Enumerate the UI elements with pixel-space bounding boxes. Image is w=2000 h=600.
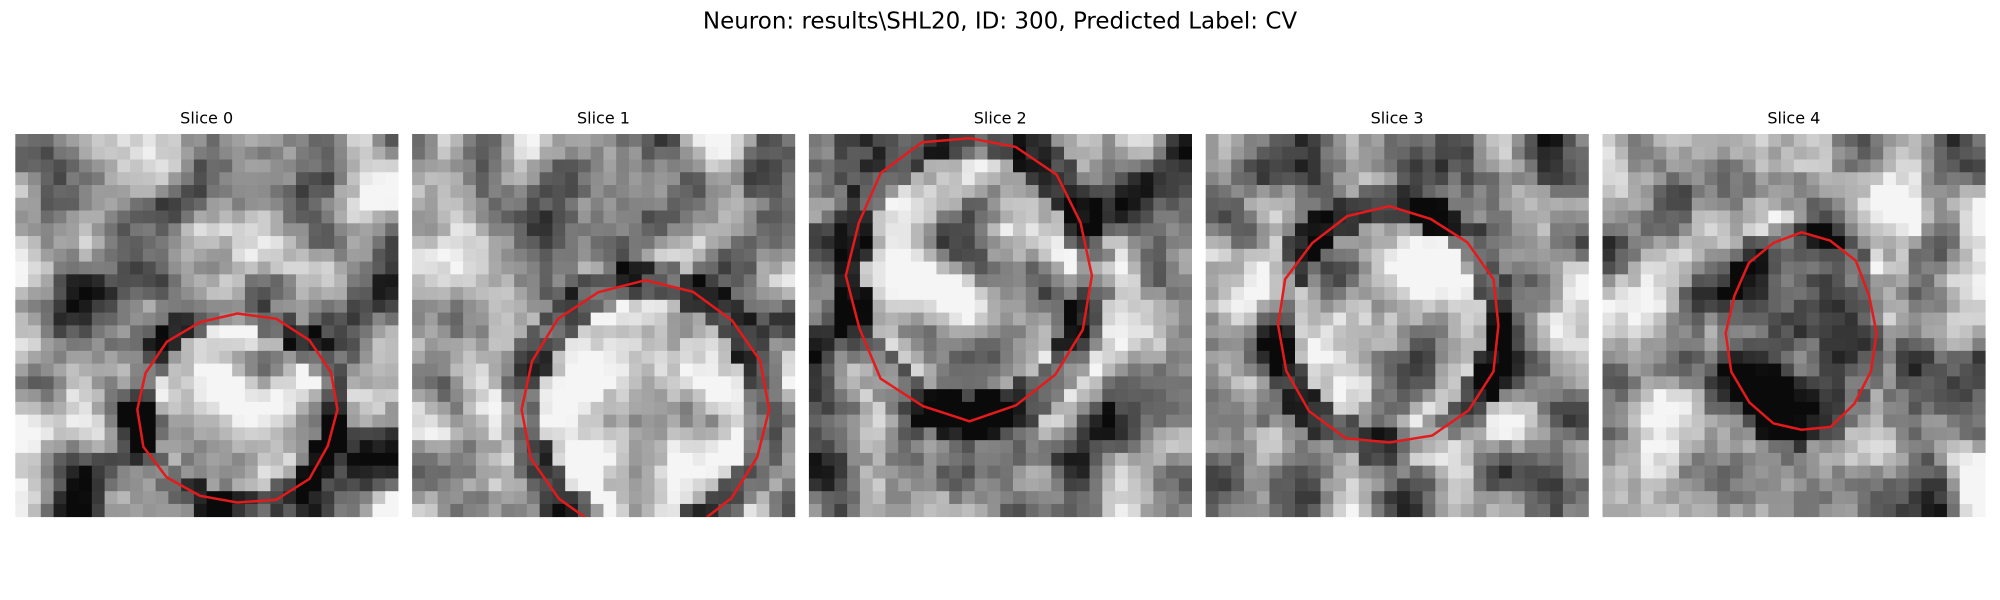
- figure-title: Neuron: results\SHL20, ID: 300, Predicte…: [703, 9, 1298, 35]
- panel-title: Slice 0: [180, 109, 233, 128]
- panel-title: Slice 2: [974, 109, 1027, 128]
- contour: [136, 312, 339, 504]
- contour: [520, 278, 771, 517]
- slice-image: [15, 134, 399, 518]
- slice-image: [808, 134, 1192, 518]
- contour: [1724, 230, 1878, 431]
- panel-title: Slice 3: [1371, 109, 1424, 128]
- contour: [844, 136, 1094, 423]
- panel-title: Slice 1: [577, 109, 630, 128]
- panel-title: Slice 4: [1767, 109, 1820, 128]
- contour: [1276, 204, 1500, 444]
- slice-image: [412, 134, 796, 518]
- slice-image: [1205, 134, 1589, 518]
- slice-image: [1602, 134, 1986, 518]
